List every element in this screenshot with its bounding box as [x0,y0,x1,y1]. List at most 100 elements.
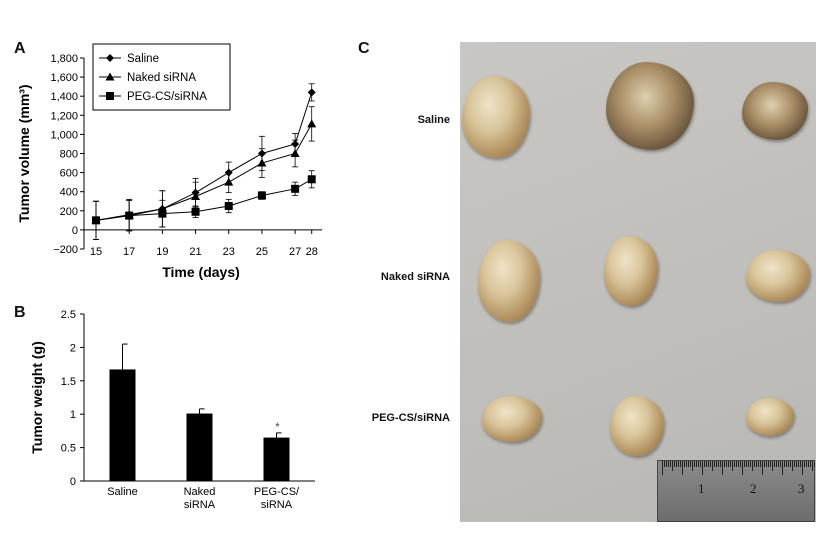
ruler-tick [692,461,693,471]
data-point-triangle [307,119,317,128]
bar [186,413,213,481]
row-label-saline: Saline [417,114,450,126]
data-point-square [125,211,134,220]
ruler-tick [710,461,711,467]
ruler-tick [748,461,749,467]
series-line [95,92,313,221]
y-tick-label: 1,800 [50,53,78,65]
x-tick-label: 25 [256,246,268,258]
ruler-tick [720,461,721,467]
data-point-square [106,92,114,100]
ruler-tick [786,461,787,467]
ruler-tick [804,461,805,467]
ruler-tick [772,461,773,471]
ruler-tick [792,461,793,471]
ruler-tick [680,461,681,467]
ruler-tick [794,461,795,467]
ruler-tick [694,461,695,467]
ruler-tick [728,461,729,467]
ruler-tick [686,461,687,467]
y-tick-label: 1,600 [50,72,78,84]
ruler-tick [676,461,677,467]
ruler-tick [670,461,671,467]
ruler-tick [796,461,797,467]
ruler-tick [778,461,779,467]
panel-c-letter: C [358,40,370,57]
ruler-number-1: 1 [698,481,705,496]
legend-label: Saline [127,53,159,65]
ruler-tick [764,461,765,467]
y-tick-label: 0 [70,476,76,488]
ruler-tick [788,461,789,467]
ruler-tick [706,461,707,467]
ruler-tick [678,461,679,467]
x-tick-label: 19 [156,246,168,258]
ruler-tick [760,461,761,467]
ruler-tick [672,461,673,471]
data-point-square [291,184,300,193]
ruler-number-2: 2 [750,481,757,496]
ruler-tick [798,461,799,467]
ruler-tick [752,461,753,471]
y-tick-label: 2 [70,342,76,354]
data-point-triangle [290,149,300,157]
x-tick-label: Naked [184,486,216,498]
tumor-saline-3 [742,82,808,140]
x-tick-label: Saline [107,486,138,498]
ruler-tick [808,461,809,467]
y-tick-label: −200 [53,244,78,256]
y-tick-label: 1,400 [50,91,78,103]
y-axis-title: Tumor weight (g) [29,341,45,454]
tumor-peg-1 [482,396,542,442]
ruler-tick [744,461,745,467]
ruler-tick [812,461,813,471]
panel-a-letter: A [14,40,26,57]
tumor-photograph: 1 2 3 [460,42,816,522]
ruler-tick [774,461,775,467]
ruler-tick [736,461,737,467]
ruler-tick [766,461,767,467]
ruler-tick [722,461,723,475]
ruler-tick [754,461,755,467]
row-label-peg-cs-sirna: PEG-CS/siRNA [371,412,450,424]
data-point-diamond [106,54,114,62]
series-peg-cs-sirna [92,170,316,240]
x-tick-label: siRNA [261,499,293,511]
ruler-tick [684,461,685,467]
ruler-tick [780,461,781,467]
ruler-tick [718,461,719,467]
y-tick-label: 1 [70,409,76,421]
ruler-tick [726,461,727,467]
ruler-tick [668,461,669,467]
ruler-tick [664,461,665,467]
legend-label: PEG-CS/siRNA [127,91,207,103]
data-point-square [307,175,316,184]
ruler-tick [712,461,713,471]
bar [263,437,290,481]
data-point-square [191,207,200,216]
ruler-tick [690,461,691,467]
ruler-tick [806,461,807,467]
x-tick-label: 21 [189,246,201,258]
ruler-tick [704,461,705,467]
ruler-tick [758,461,759,467]
row-label-naked-sirna: Naked siRNA [380,271,450,283]
y-tick-label: 600 [60,168,78,180]
y-tick-label: 400 [60,187,78,199]
x-axis-title: Time (days) [162,264,240,280]
data-point-square [158,209,167,218]
ruler-tick [800,461,801,467]
x-tick-label: 27 [289,246,301,258]
data-point-square [224,202,233,211]
y-tick-label: 800 [60,149,78,161]
ruler-tick [782,461,783,475]
ruler-tick [696,461,697,467]
data-point-square [257,191,266,200]
ruler-tick [702,461,703,475]
ruler-tick [742,461,743,475]
tumor-naked-2 [604,236,658,306]
tumor-naked-1 [478,240,540,322]
ruler-tick [810,461,811,467]
legend: Saline Naked siRNA PEG-CS/siRNA [92,43,231,111]
